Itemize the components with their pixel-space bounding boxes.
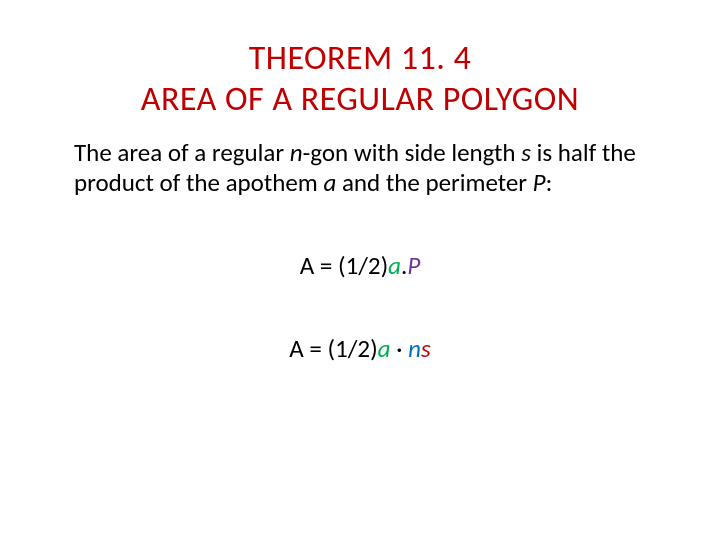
slide-container: THEOREM 11. 4 AREA OF A REGULAR POLYGON … — [0, 0, 720, 540]
title-block: THEOREM 11. 4 AREA OF A REGULAR POLYGON — [70, 38, 650, 120]
body-text-1: The area of a regular — [74, 137, 290, 168]
f1-A: A — [300, 250, 314, 281]
f2-s: s — [421, 333, 431, 364]
f1-eq: = — [314, 250, 338, 281]
f2-dot: · — [391, 333, 409, 364]
var-a: a — [323, 167, 336, 198]
theorem-name: AREA OF A REGULAR POLYGON — [70, 79, 650, 120]
formula-block: A = (1/2)a.P A = (1/2)a · ns — [70, 250, 650, 364]
f2-a: a — [378, 333, 391, 364]
var-n: n — [290, 137, 303, 168]
theorem-number: THEOREM 11. 4 — [70, 38, 650, 79]
f2-n: n — [408, 333, 421, 364]
f1-a: a — [388, 250, 401, 281]
f1-P: P — [407, 250, 420, 281]
var-s: s — [521, 137, 531, 168]
body-text-4: and the perimeter — [336, 167, 532, 198]
f2-frac: (1/2) — [327, 333, 377, 364]
body-text-5: : — [546, 167, 553, 198]
body-text-2: -gon with side length — [303, 137, 522, 168]
f1-frac: (1/2) — [338, 250, 388, 281]
var-P: P — [533, 167, 546, 198]
theorem-statement: The area of a regular n-gon with side le… — [70, 138, 650, 198]
formula-2: A = (1/2)a · ns — [70, 333, 650, 364]
f2-eq: = — [304, 333, 328, 364]
formula-1: A = (1/2)a.P — [70, 250, 650, 281]
f2-A: A — [289, 333, 303, 364]
